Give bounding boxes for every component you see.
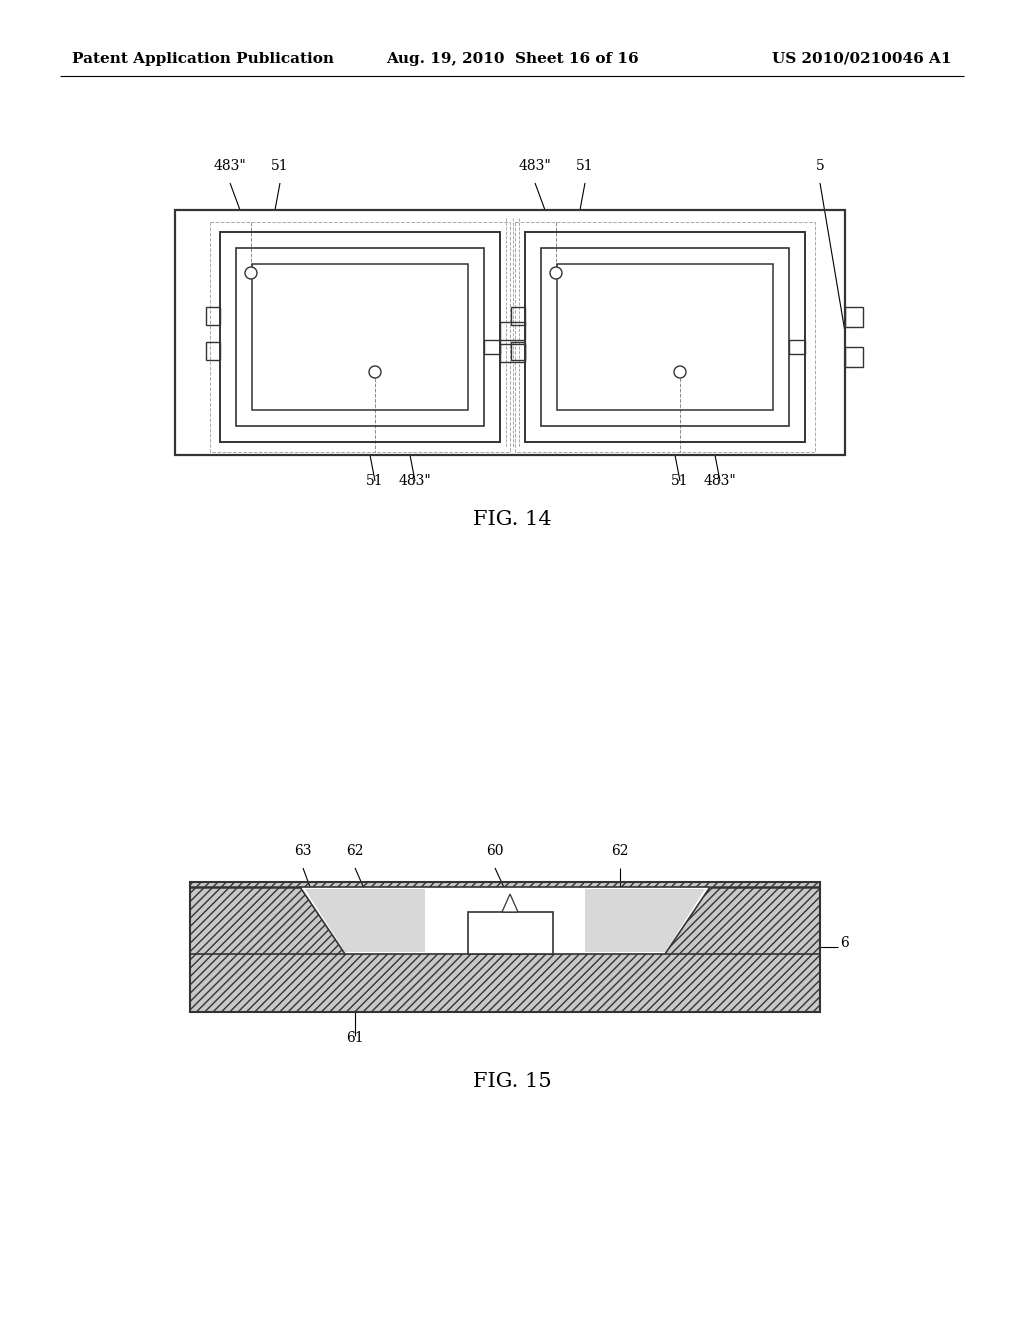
- Bar: [525, 232, 805, 442]
- Polygon shape: [585, 888, 705, 952]
- Bar: [468, 912, 553, 954]
- Bar: [500, 345, 525, 362]
- Text: 51: 51: [671, 474, 689, 488]
- Bar: [236, 248, 484, 426]
- Bar: [845, 308, 863, 327]
- Bar: [790, 341, 805, 354]
- Text: 60: 60: [486, 843, 504, 858]
- Polygon shape: [502, 894, 518, 912]
- Circle shape: [245, 267, 257, 279]
- Bar: [220, 232, 500, 442]
- Circle shape: [369, 366, 381, 378]
- Bar: [511, 342, 525, 360]
- Text: 483": 483": [703, 474, 736, 488]
- Text: FIG. 14: FIG. 14: [473, 510, 551, 529]
- Polygon shape: [305, 888, 425, 952]
- Text: Patent Application Publication: Patent Application Publication: [72, 51, 334, 66]
- Circle shape: [674, 366, 686, 378]
- Bar: [511, 308, 525, 325]
- Text: 62: 62: [346, 843, 364, 858]
- Text: 483": 483": [518, 158, 551, 173]
- Bar: [845, 347, 863, 367]
- Bar: [557, 264, 773, 411]
- Bar: [541, 248, 790, 426]
- Bar: [206, 308, 220, 325]
- Text: 61: 61: [346, 1031, 364, 1045]
- Text: 5: 5: [816, 158, 824, 173]
- Text: 51: 51: [367, 474, 384, 488]
- Bar: [252, 264, 468, 411]
- Circle shape: [550, 267, 562, 279]
- Bar: [175, 210, 845, 455]
- Text: 6: 6: [840, 936, 849, 950]
- Bar: [210, 222, 510, 451]
- Bar: [190, 882, 820, 1012]
- Bar: [484, 341, 500, 354]
- Text: 51: 51: [577, 158, 594, 173]
- Text: 483": 483": [214, 158, 247, 173]
- Bar: [206, 342, 220, 360]
- Text: US 2010/0210046 A1: US 2010/0210046 A1: [772, 51, 952, 66]
- Polygon shape: [300, 887, 710, 954]
- Text: 51: 51: [271, 158, 289, 173]
- Bar: [515, 222, 815, 451]
- Text: 62: 62: [611, 843, 629, 858]
- Bar: [500, 322, 525, 341]
- Text: FIG. 15: FIG. 15: [473, 1072, 551, 1092]
- Text: Aug. 19, 2010  Sheet 16 of 16: Aug. 19, 2010 Sheet 16 of 16: [386, 51, 638, 66]
- Text: 63: 63: [294, 843, 311, 858]
- Bar: [190, 882, 820, 1012]
- Text: 483": 483": [398, 474, 431, 488]
